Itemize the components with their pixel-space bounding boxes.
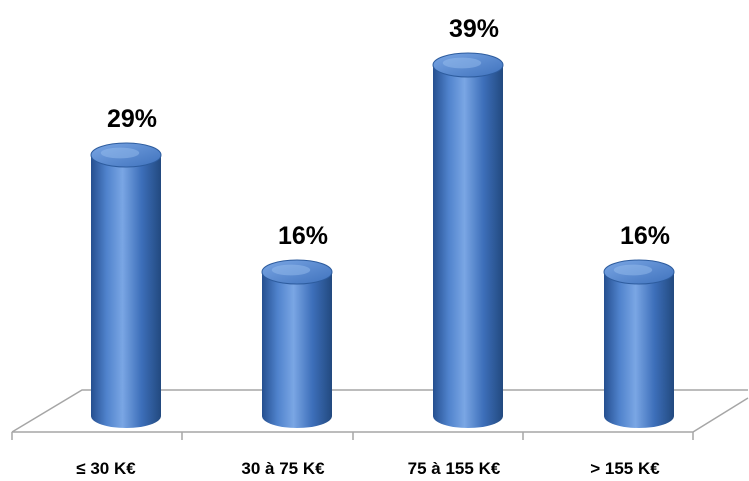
- bar-top-cap: [261, 259, 333, 285]
- bar-top-cap: [603, 259, 675, 285]
- bar-body: [433, 65, 503, 428]
- category-labels-group: ≤ 30 K€ 30 à 75 K€ 75 à 155 K€ > 155 K€: [76, 459, 660, 478]
- category-label: 75 à 155 K€: [408, 459, 501, 478]
- bar: [432, 52, 504, 428]
- data-label: 16%: [620, 222, 670, 250]
- bar: [90, 142, 162, 428]
- category-label: ≤ 30 K€: [76, 459, 136, 478]
- bar-cap-highlight: [613, 264, 653, 276]
- bar-top-cap: [432, 52, 504, 78]
- floor-outline: [11, 389, 748, 433]
- bar-cap-highlight: [100, 147, 140, 159]
- bar: [603, 259, 675, 428]
- data-label: 16%: [278, 222, 328, 250]
- category-label: 30 à 75 K€: [241, 459, 325, 478]
- data-labels-group: 29% 16% 39% 16%: [107, 15, 670, 250]
- bar-body: [91, 155, 161, 428]
- bar-cap-highlight: [271, 264, 311, 276]
- bar-top-cap: [90, 142, 162, 168]
- bar-body: [604, 272, 674, 428]
- chart-floor: [11, 389, 749, 440]
- bars-group: [90, 52, 675, 428]
- bar-body: [262, 272, 332, 428]
- data-label: 29%: [107, 105, 157, 133]
- category-label: > 155 K€: [590, 459, 660, 478]
- bar-cap-highlight: [442, 57, 482, 69]
- data-label: 39%: [449, 15, 499, 43]
- bar: [261, 259, 333, 428]
